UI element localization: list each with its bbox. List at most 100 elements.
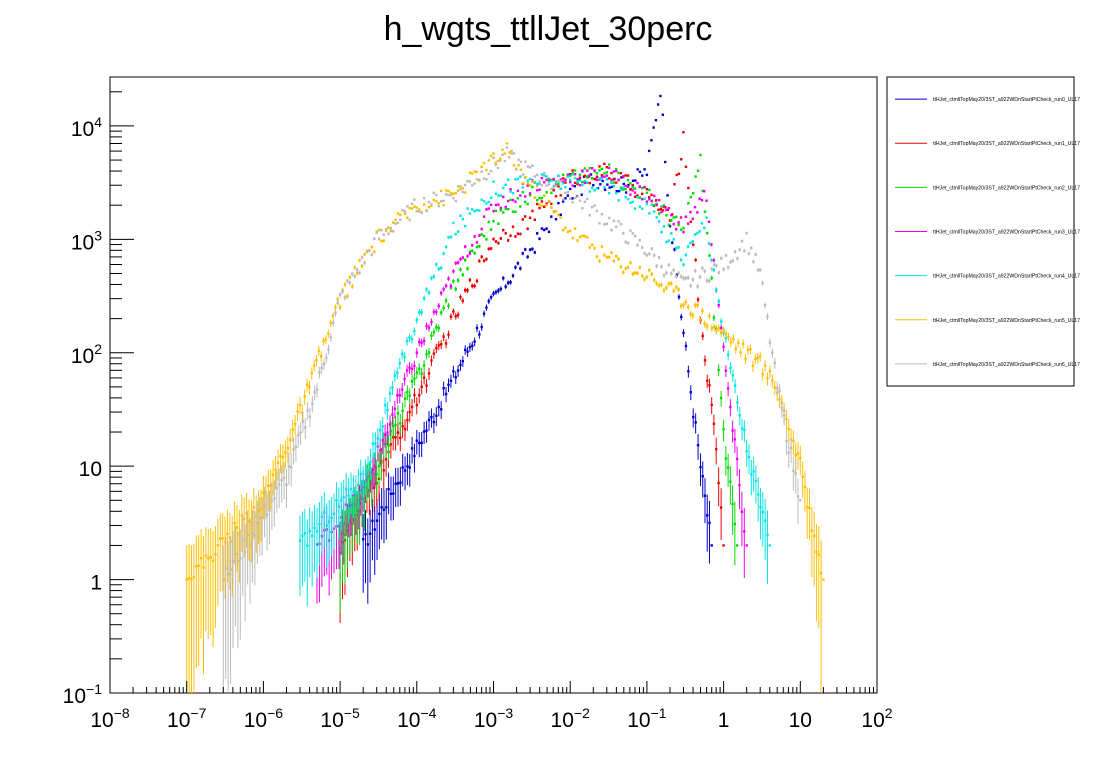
data-point [485, 168, 488, 172]
data-point [654, 199, 658, 202]
data-point [475, 326, 479, 330]
data-point [598, 169, 601, 172]
data-point [315, 388, 319, 391]
data-point [497, 203, 500, 206]
data-point [657, 220, 661, 223]
data-point [519, 168, 523, 171]
x-tick-label: 10−2 [551, 705, 591, 732]
data-point [573, 196, 577, 200]
data-point [638, 170, 642, 174]
data-point [606, 183, 609, 186]
data-point [499, 206, 503, 210]
data-point [559, 180, 562, 183]
data-point [619, 222, 623, 226]
data-point [503, 159, 506, 163]
data-point [265, 513, 269, 516]
data-point [432, 275, 436, 278]
x-tick-label: 10−8 [90, 705, 130, 732]
data-point [277, 483, 281, 486]
data-point [347, 494, 350, 497]
data-point [382, 469, 385, 472]
legend-entry: ttHJet_ctmllTopMay20/3ST_a922WDnStartPtC… [895, 141, 1080, 147]
data-point [743, 249, 746, 253]
data-point [576, 180, 579, 183]
data-point [750, 473, 753, 476]
data-point [235, 526, 239, 529]
data-point [371, 468, 375, 471]
data-point [684, 253, 688, 257]
data-point [494, 192, 498, 195]
data-point [724, 254, 728, 257]
data-point [557, 213, 560, 217]
data-point [526, 227, 529, 230]
data-point [482, 259, 486, 262]
data-point [430, 334, 433, 337]
data-point [260, 516, 264, 519]
data-point [722, 345, 725, 348]
data-point [629, 193, 632, 196]
data-point [199, 556, 203, 560]
data-point [706, 514, 709, 517]
data-point [216, 544, 220, 547]
data-point [694, 304, 697, 307]
data-point [557, 185, 560, 188]
data-point [437, 201, 440, 205]
data-point [473, 252, 476, 255]
data-point [360, 496, 364, 499]
data-point [454, 191, 457, 195]
data-point [406, 391, 409, 394]
data-point [540, 204, 544, 207]
data-point [466, 350, 469, 353]
data-point [511, 198, 515, 202]
data-point [701, 475, 704, 478]
data-point [432, 198, 436, 202]
data-point [471, 344, 474, 348]
data-point [370, 245, 374, 249]
data-point [241, 539, 244, 542]
data-point [346, 279, 349, 283]
data-point [430, 359, 433, 362]
data-point [738, 484, 741, 487]
data-point [487, 159, 490, 162]
data-point [374, 465, 377, 469]
data-point [410, 337, 414, 341]
data-point [573, 227, 577, 230]
data-point [475, 170, 479, 174]
data-point [521, 191, 524, 194]
data-point [741, 342, 745, 345]
data-point [603, 185, 606, 189]
data-point [187, 576, 191, 580]
data-point [317, 349, 321, 353]
data-point [743, 428, 746, 432]
data-point [583, 200, 587, 204]
data-point [482, 215, 486, 218]
data-point [622, 175, 625, 178]
data-point [259, 507, 263, 511]
data-point [703, 190, 706, 193]
data-point [415, 371, 418, 374]
data-point [785, 417, 788, 421]
data-point [640, 207, 644, 210]
data-point [588, 246, 591, 249]
data-point [358, 509, 361, 513]
data-point [427, 418, 431, 422]
data-point [682, 263, 685, 266]
data-point [619, 265, 623, 269]
data-point [533, 251, 537, 254]
data-point [366, 469, 370, 472]
data-point [442, 387, 445, 390]
data-point [581, 207, 584, 210]
data-point [691, 240, 694, 243]
data-point [524, 160, 527, 163]
x-tick-label: 10−7 [167, 705, 207, 732]
data-point [521, 181, 525, 185]
data-point [714, 448, 718, 451]
data-point [776, 386, 779, 390]
legend-entry: ttHJet_ctmllTopMay20/3ST_a922WDnStartPtC… [895, 274, 1080, 280]
data-point [219, 537, 222, 540]
data-point [752, 470, 755, 473]
data-point [747, 252, 751, 255]
data-point [576, 177, 579, 181]
data-point [506, 281, 510, 284]
data-point [452, 310, 455, 313]
